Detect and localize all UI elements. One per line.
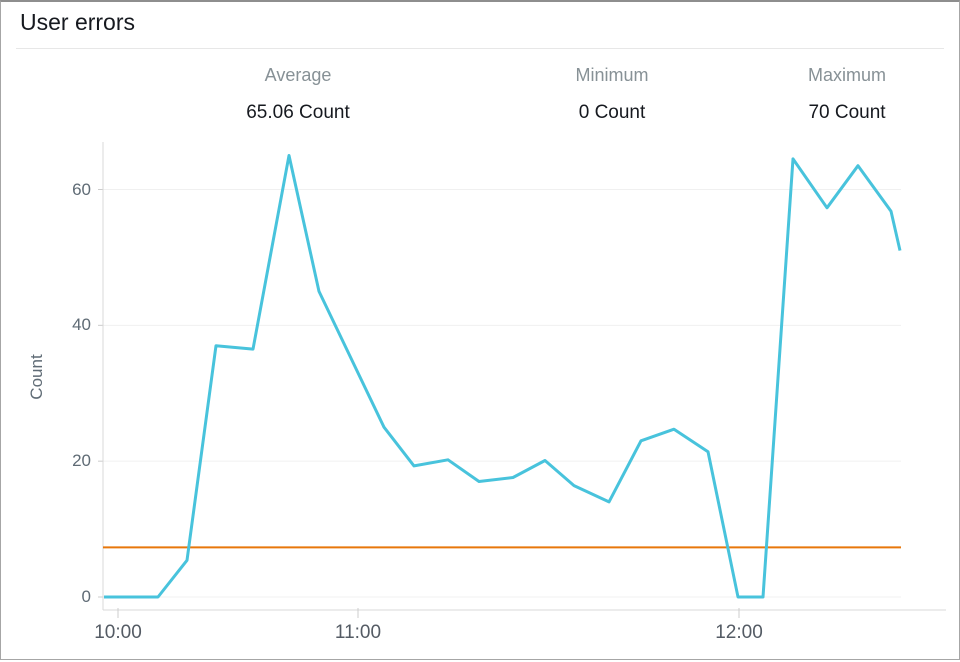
stat-average: Average 65.06 Count	[173, 65, 423, 124]
stat-minimum-value: 0 Count	[578, 102, 646, 123]
x-tick-label-11:00: 11:00	[334, 622, 382, 643]
stat-maximum-label: Maximum	[807, 65, 886, 85]
chart-plot-area[interactable]	[103, 142, 901, 610]
stats-row: Average 65.06 Count Minimum 0 Count Maxi…	[1, 65, 959, 125]
stat-maximum-value: 70 Count	[808, 102, 886, 123]
y-tick-label-40: 40	[72, 315, 91, 335]
chart-title: User errors	[20, 9, 136, 35]
stat-average-value: 65.06 Count	[246, 102, 350, 123]
stat-average-label: Average	[264, 65, 332, 85]
y-tick-label-20: 20	[72, 451, 91, 471]
stat-minimum: Minimum 0 Count	[487, 65, 737, 124]
x-tick-label-12:00: 12:00	[715, 622, 763, 643]
stat-maximum: Maximum 70 Count	[722, 65, 960, 124]
y-tick-label-60: 60	[72, 179, 91, 199]
x-tick-label-10:00: 10:00	[94, 622, 142, 643]
y-tick-label-0: 0	[81, 587, 91, 606]
header-divider	[16, 48, 944, 49]
stat-minimum-label: Minimum	[575, 65, 649, 85]
